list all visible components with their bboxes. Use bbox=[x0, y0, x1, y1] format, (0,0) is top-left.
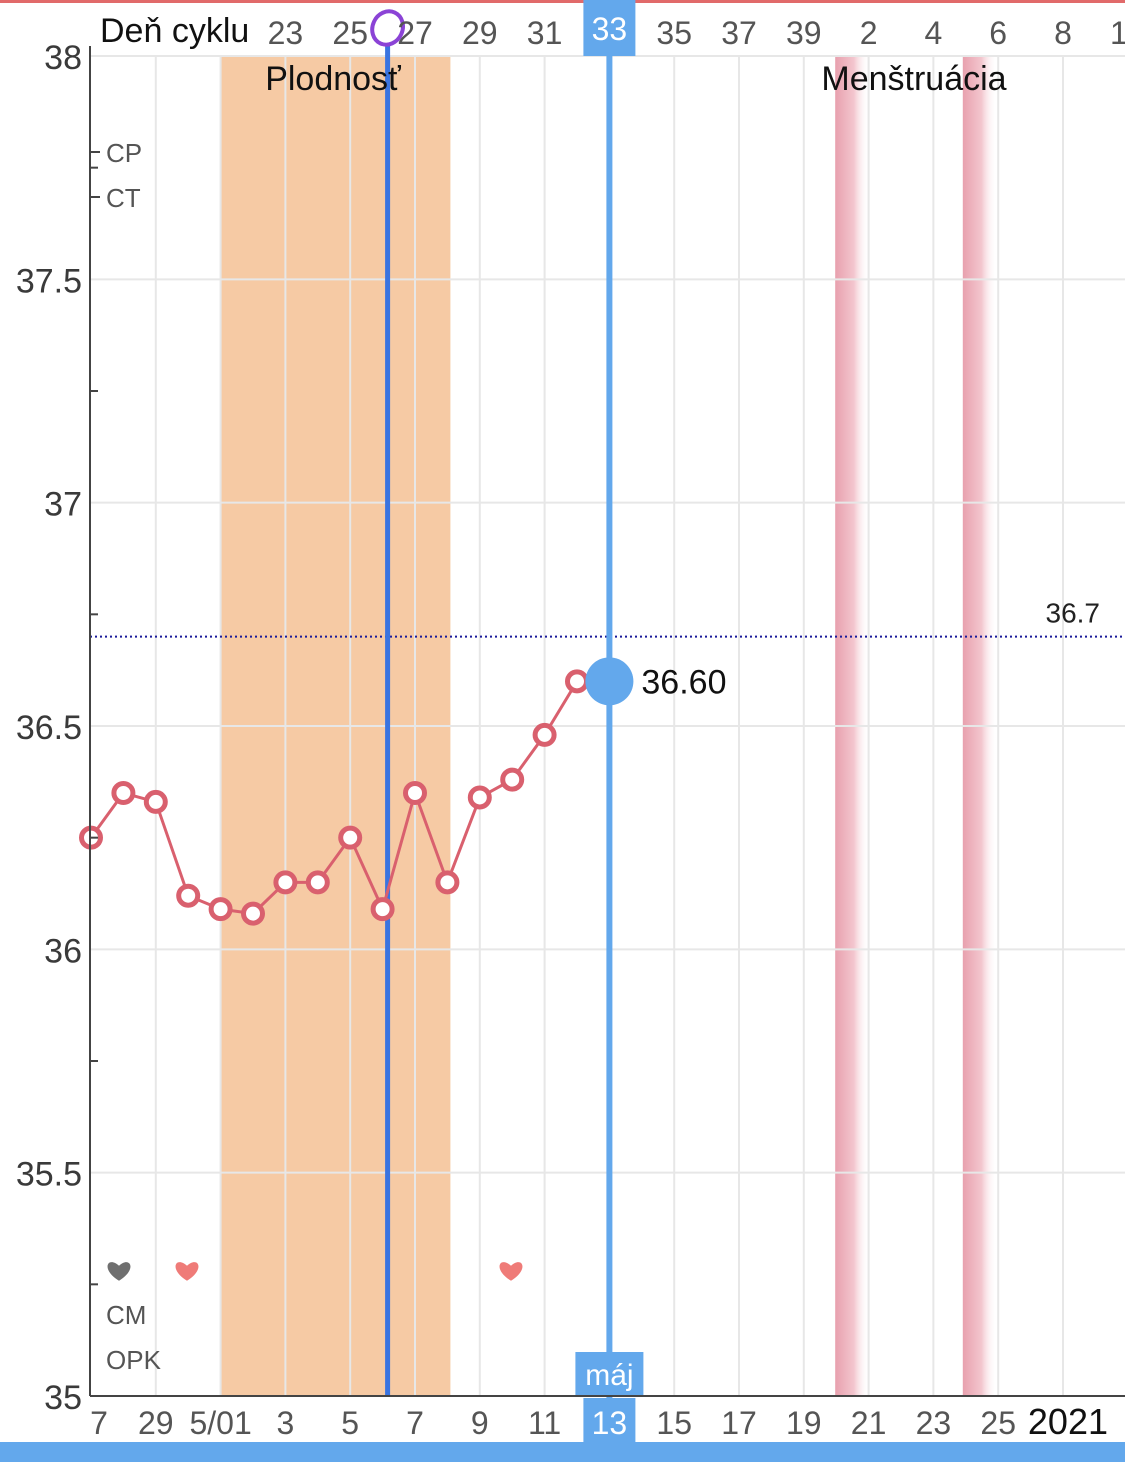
date-tick: 5 bbox=[341, 1405, 359, 1441]
cycle-day-tick: 4 bbox=[925, 15, 943, 51]
date-tick: 7 bbox=[406, 1405, 424, 1441]
year-label-bg bbox=[1024, 1400, 1125, 1440]
date-tick: 25 bbox=[980, 1405, 1016, 1441]
y-tick-label: 36.5 bbox=[16, 709, 82, 747]
coverline-label: 36.7 bbox=[1046, 598, 1101, 629]
cycle-day-header: Deň cyklu bbox=[100, 12, 249, 50]
date-tick: 23 bbox=[916, 1405, 952, 1441]
y-tick-label: 37 bbox=[44, 486, 82, 524]
date-tick: 17 bbox=[721, 1405, 757, 1441]
ovulation-ring-icon bbox=[370, 9, 405, 47]
row-label-cp: CP bbox=[106, 138, 142, 168]
month-label: máj bbox=[585, 1359, 633, 1392]
selected-date-badge bbox=[583, 1398, 636, 1442]
temperature-point[interactable] bbox=[305, 870, 330, 895]
selected-cycle-day-badge bbox=[583, 0, 636, 56]
temperature-point[interactable] bbox=[403, 781, 427, 805]
temperature-point[interactable] bbox=[435, 870, 460, 895]
month-badge bbox=[575, 1352, 644, 1396]
date-tick: 3 bbox=[277, 1405, 295, 1441]
fertility-label: Plodnosť bbox=[265, 60, 402, 98]
y-tick-label: 37.5 bbox=[16, 262, 82, 300]
date-tick: 9 bbox=[471, 1405, 489, 1441]
y-tick-label: 35 bbox=[44, 1379, 82, 1417]
cycle-day-tick: 27 bbox=[397, 15, 433, 51]
temperature-point[interactable] bbox=[241, 901, 265, 926]
header-label-bg bbox=[94, 8, 266, 48]
temperature-point[interactable] bbox=[500, 767, 525, 792]
temperature-point[interactable] bbox=[565, 669, 589, 694]
selected-value-label: 36.60 bbox=[641, 663, 726, 701]
date-tick: 21 bbox=[851, 1405, 887, 1441]
year-label: 2021 bbox=[1028, 1401, 1108, 1442]
cycle-day-tick: 10 bbox=[1110, 15, 1125, 51]
y-tick-label: 36 bbox=[44, 932, 82, 970]
selected-date: 13 bbox=[592, 1405, 628, 1441]
temperature-point[interactable] bbox=[467, 785, 492, 810]
cycle-day-tick: 29 bbox=[462, 15, 498, 51]
date-tick: 29 bbox=[138, 1405, 174, 1441]
temperature-point[interactable] bbox=[532, 722, 557, 747]
date-tick: 5/01 bbox=[189, 1405, 251, 1441]
cycle-day-tick: 23 bbox=[268, 15, 304, 51]
cycle-day-tick: 31 bbox=[527, 15, 563, 51]
temperature-point[interactable] bbox=[370, 897, 395, 922]
y-tick-label: 38 bbox=[44, 39, 82, 77]
temperature-point[interactable] bbox=[176, 883, 201, 908]
row-label-opk: OPK bbox=[106, 1345, 162, 1375]
cycle-day-tick: 6 bbox=[989, 15, 1007, 51]
row-label-cm: CM bbox=[106, 1300, 146, 1330]
date-tick: 7 bbox=[90, 1405, 108, 1441]
y-tick-label: 35.5 bbox=[16, 1156, 82, 1194]
temperature-point[interactable] bbox=[273, 870, 298, 895]
temperature-point[interactable] bbox=[143, 789, 168, 814]
menstruation-label: Menštruácia bbox=[821, 60, 1006, 98]
row-label-ct: CT bbox=[106, 183, 141, 213]
heart-icon[interactable] bbox=[499, 1262, 523, 1281]
temperature-point[interactable] bbox=[208, 897, 233, 922]
cycle-day-tick: 35 bbox=[656, 15, 692, 51]
cycle-day-tick: 25 bbox=[332, 15, 368, 51]
cycle-day-tick: 2 bbox=[860, 15, 878, 51]
selected-cycle-day: 33 bbox=[592, 11, 628, 47]
cycle-day-tick: 8 bbox=[1054, 15, 1072, 51]
temperature-point[interactable] bbox=[338, 825, 363, 850]
cycle-day-tick: 37 bbox=[721, 15, 757, 51]
cycle-day-tick: 39 bbox=[786, 15, 822, 51]
top-border bbox=[0, 0, 1125, 3]
date-tick: 19 bbox=[786, 1405, 822, 1441]
heart-icon[interactable] bbox=[175, 1262, 199, 1281]
temperature-point[interactable] bbox=[111, 781, 136, 805]
selected-point[interactable] bbox=[585, 657, 634, 706]
date-tick: 15 bbox=[656, 1405, 692, 1441]
date-tick: 11 bbox=[528, 1405, 561, 1441]
bottom-bar bbox=[0, 1442, 1125, 1462]
heart-grey-icon[interactable] bbox=[107, 1262, 131, 1281]
